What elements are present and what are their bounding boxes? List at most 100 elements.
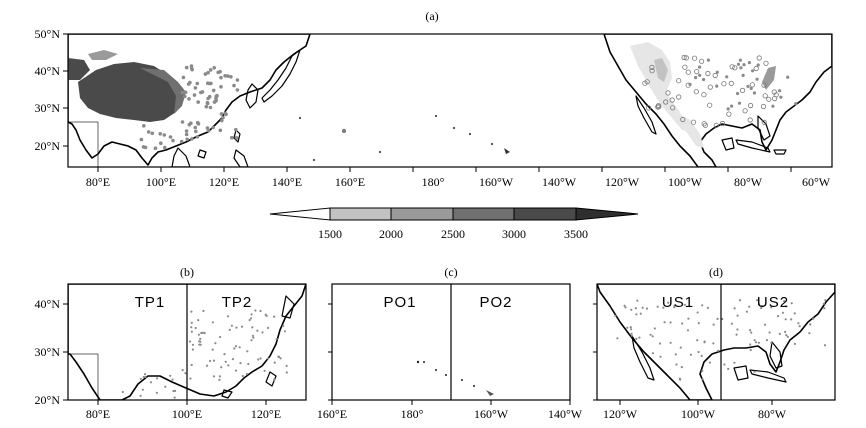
station-marker [198, 340, 201, 343]
island-mark [379, 151, 381, 153]
station-marker [753, 65, 759, 72]
station-marker [653, 327, 656, 330]
station-marker [786, 335, 789, 338]
lon-label-80e-b: 80°E [86, 407, 110, 421]
inset-box-b [68, 353, 99, 400]
station-marker [797, 322, 800, 325]
yucatan-coast [721, 137, 735, 151]
station-marker [723, 363, 726, 366]
island-mark [491, 143, 493, 145]
station-marker [283, 330, 286, 333]
station-marker [205, 364, 209, 367]
station-marker [729, 64, 735, 70]
yucatan-coast-d [733, 365, 749, 381]
station-marker [184, 132, 189, 137]
station-marker [824, 299, 827, 302]
station-marker [169, 374, 172, 377]
station-marker [273, 378, 276, 381]
station-marker [721, 317, 724, 321]
station-marker [747, 117, 753, 123]
station-marker [164, 385, 167, 388]
lon-label-80w: 80°W [734, 175, 763, 189]
station-marker [219, 85, 223, 89]
station-marker [730, 104, 734, 108]
station-marker [701, 304, 704, 307]
station-marker [197, 319, 200, 322]
station-marker [697, 322, 700, 325]
station-marker [793, 312, 796, 315]
station-marker [180, 90, 185, 95]
island-mark [453, 127, 455, 129]
station-marker [719, 120, 726, 127]
station-marker [200, 331, 203, 335]
station-marker [616, 337, 619, 340]
station-marker [639, 312, 642, 315]
station-marker [206, 70, 210, 75]
station-marker [665, 90, 671, 96]
station-marker [259, 357, 262, 360]
hawaii-mark [504, 148, 510, 154]
island-mark-c [423, 361, 425, 363]
florida-coast [757, 115, 771, 141]
station-marker [212, 66, 216, 70]
station-marker [726, 111, 732, 117]
station-marker [694, 76, 698, 80]
station-marker [763, 60, 769, 66]
station-marker [227, 364, 230, 367]
station-marker [219, 75, 223, 80]
station-marker [207, 81, 212, 86]
station-marker [669, 105, 676, 111]
station-marker [630, 332, 633, 335]
station-marker [675, 363, 678, 366]
station-marker [712, 342, 715, 345]
station-marker [190, 67, 194, 71]
station-marker [717, 349, 720, 352]
station-marker [689, 353, 693, 356]
station-marker [205, 100, 210, 105]
station-marker [218, 378, 221, 381]
station-marker [686, 329, 690, 332]
lon-label-160w-c: 160°W [474, 407, 509, 421]
station-marker [203, 72, 208, 76]
station-marker [746, 84, 750, 88]
station-marker [192, 93, 197, 97]
station-marker [779, 95, 783, 99]
station-marker [701, 369, 704, 372]
station-marker [266, 357, 270, 360]
station-marker [784, 318, 787, 321]
station-marker [798, 325, 801, 328]
station-marker [234, 136, 239, 140]
station-marker [184, 372, 187, 375]
lat-label-50n: 50°N [35, 27, 61, 41]
station-marker [196, 100, 200, 104]
station-marker [198, 343, 201, 346]
island-mark [313, 159, 315, 161]
station-marker [749, 343, 752, 346]
station-marker [651, 352, 655, 355]
station-marker [755, 341, 758, 344]
station-marker [623, 304, 626, 307]
station-marker [159, 141, 163, 145]
station-marker [194, 326, 197, 330]
station-marker [189, 377, 192, 380]
station-marker [747, 102, 754, 109]
station-marker [663, 99, 669, 105]
lon-label-120e-b: 120°E [251, 407, 281, 421]
panel-d-frame [596, 283, 836, 401]
station-marker [645, 105, 652, 111]
station-marker [659, 355, 662, 358]
station-marker [708, 361, 712, 364]
station-marker [794, 102, 798, 106]
station-marker [206, 128, 211, 133]
station-marker [194, 129, 198, 134]
station-marker [171, 378, 174, 381]
station-marker [739, 87, 746, 94]
panel-a-map [68, 34, 832, 167]
korea-coast-b [281, 295, 295, 319]
station-marker [679, 346, 682, 349]
station-marker [736, 62, 741, 66]
colorbar-bin-2000-2500 [390, 207, 454, 221]
station-marker [241, 374, 244, 378]
station-marker [651, 335, 654, 338]
station-marker [676, 94, 682, 100]
